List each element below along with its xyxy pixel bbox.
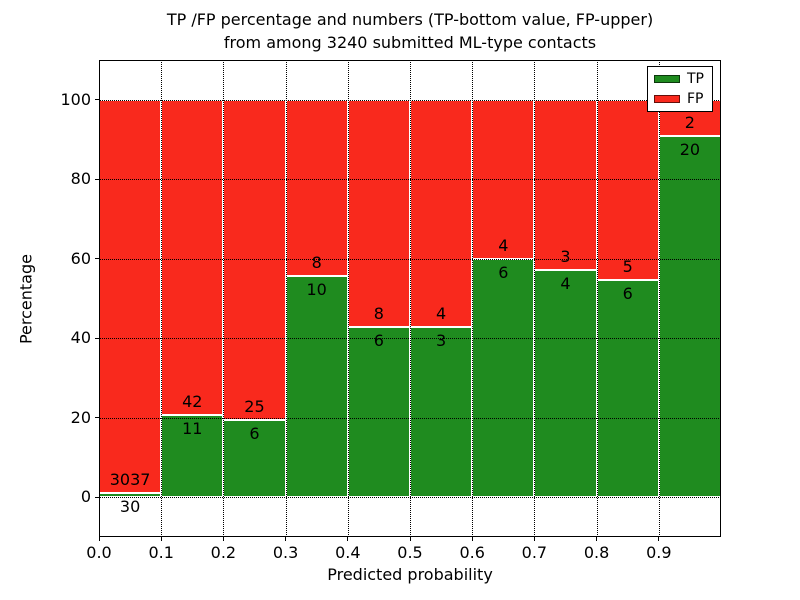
x-tick-label: 0.6 [459,543,485,562]
fp-bar-segment [534,99,597,271]
tp-bar-segment [285,276,348,498]
y-tick-label: 0 [80,487,91,507]
x-tick [471,537,473,541]
gridline-x [410,60,411,537]
tp-bar-segment [410,326,473,498]
tp-count-label: 10 [306,280,327,300]
x-tick [409,537,411,541]
y-tick [95,496,99,498]
tp-bar-segment [596,280,659,498]
tp-count-label: 11 [182,418,203,438]
y-tick [95,99,99,101]
x-tick [347,537,349,541]
fp-count-label: 8 [311,253,322,273]
fp-count-label: 3 [560,247,571,267]
y-tick-label: 100 [60,89,91,109]
x-tick [533,537,535,541]
tp-bar-segment [658,135,721,498]
tp-count-label: 6 [498,262,509,282]
fp-count-label: 5 [622,257,633,277]
tp-count-label: 3 [436,330,447,350]
x-tick-label: 0.8 [583,543,610,562]
tp-bar-segment [161,414,224,498]
y-axis-label: Percentage [16,254,36,345]
x-tick-label: 0.7 [521,543,548,562]
tp-count-label: 6 [373,330,384,350]
tp-bar-segment [223,420,286,498]
legend: TP FP [647,66,713,112]
tp-count-label: 4 [560,274,571,294]
fp-count-label: 2 [684,112,695,132]
x-tick [98,537,100,541]
plot-area: 3037 30 42 11 25 6 8 10 8 6 4 3 4 6 3 4 5 6 2 20 [99,60,721,537]
y-tick-label: 20 [70,407,91,427]
legend-item-fp: FP [648,92,712,106]
fp-bar-segment [410,99,473,327]
fp-count-label: 3037 [109,470,151,490]
gridline-x [534,60,536,537]
y-tick-label: 60 [70,248,91,268]
x-tick-label: 0.5 [397,543,423,562]
gridline-x [596,60,598,537]
gridline-x [161,60,163,537]
x-tick-label: 0.1 [148,543,174,562]
tp-bar-segment [347,326,410,498]
fp-count-label: 8 [373,303,384,323]
gridline-x [223,60,225,537]
fp-bar-segment [285,99,348,277]
gridline-x [472,60,474,537]
fp-count-label: 4 [436,303,447,323]
gridline-x [347,60,349,537]
tp-count-label: 6 [622,284,633,304]
fp-bar-segment [99,99,162,494]
x-tick-label: 0.3 [272,543,299,562]
y-tick-label: 40 [70,328,91,348]
fp-count-label: 4 [498,235,509,255]
fp-count-label: 42 [182,391,203,411]
fp-bar-segment [223,99,286,421]
x-axis-label: Predicted probability [327,565,493,584]
fp-count-label: 25 [244,397,265,417]
chart-title-line2: from among 3240 submitted ML-type contac… [223,33,597,52]
tp-bar-segment [534,270,597,498]
fp-bar-segment [596,99,659,281]
tp-bar-segment [472,258,535,498]
x-tick [658,537,660,541]
x-tick-label: 0.9 [646,543,672,562]
fp-bar-segment [347,99,410,327]
y-tick [95,417,99,419]
chart-title-line1: TP /FP percentage and numbers (TP-bottom… [166,10,654,29]
x-tick-label: 0.4 [335,543,361,562]
y-tick-label: 80 [70,169,91,189]
tp-count-label: 30 [119,497,141,517]
y-tick [95,258,99,260]
tp-count-label: 6 [249,424,260,444]
tp-color-swatch [654,75,680,84]
y-tick [95,337,99,339]
x-tick [160,537,162,541]
chart-title: TP /FP percentage and numbers (TP-bottom… [99,8,721,54]
x-tick [596,537,598,541]
legend-item-tp: TP [648,72,712,86]
legend-label-tp: TP [687,71,704,88]
gridline-x [285,60,287,537]
x-tick [285,537,287,541]
legend-label-fp: FP [687,90,704,107]
x-tick-label: 0.0 [86,543,112,562]
fp-bar-segment [161,99,224,415]
tp-count-label: 20 [679,139,701,159]
y-tick [95,178,99,180]
x-tick-label: 0.2 [210,543,237,562]
x-tick [222,537,224,541]
gridline-x [658,60,660,537]
fp-color-swatch [654,94,680,103]
